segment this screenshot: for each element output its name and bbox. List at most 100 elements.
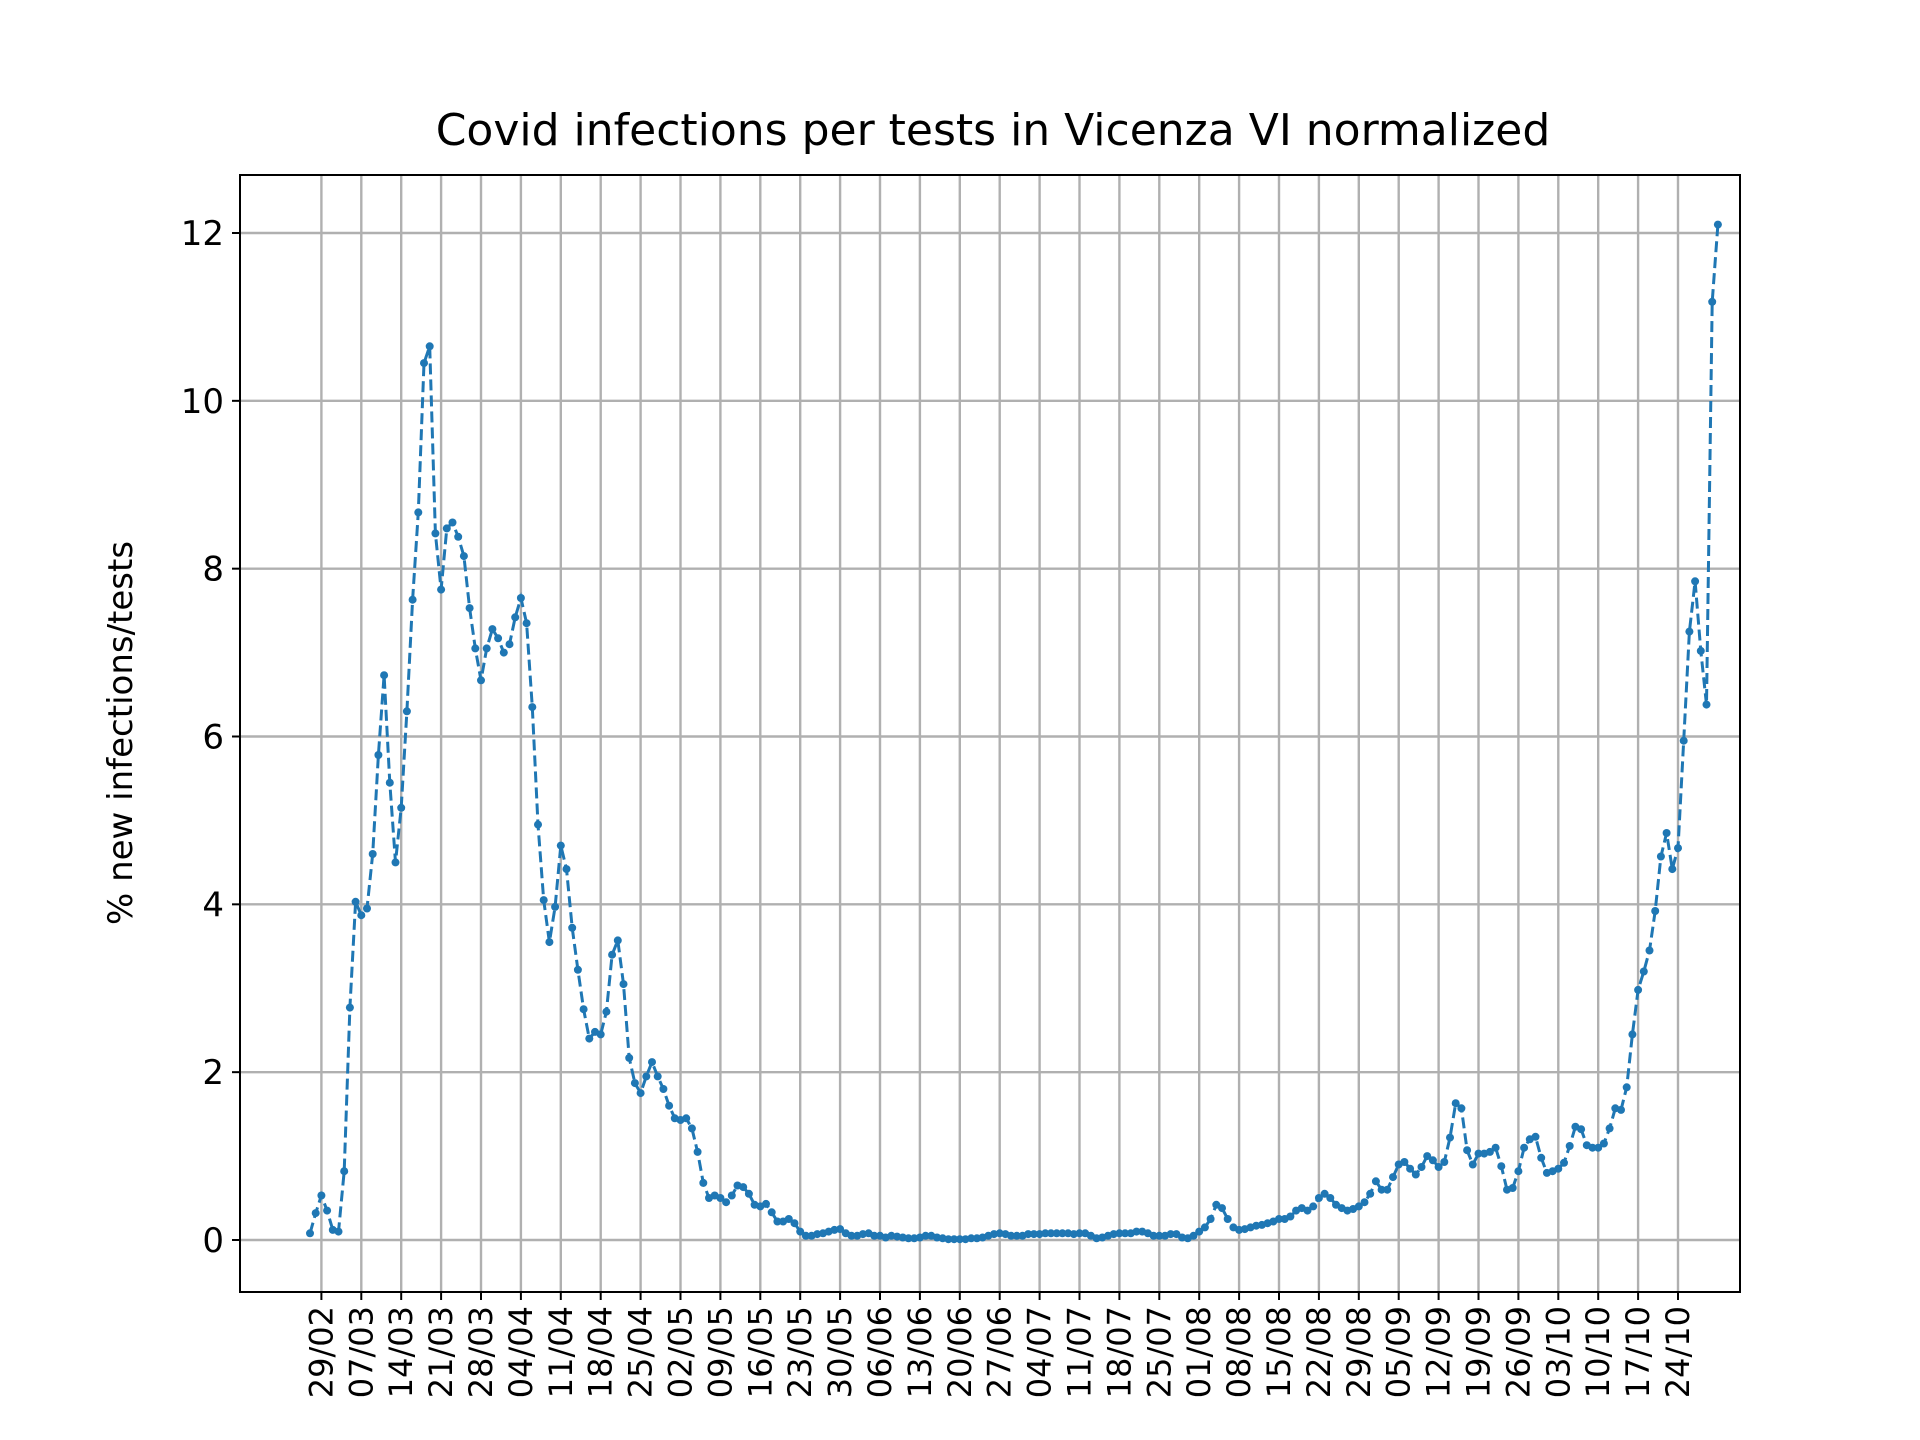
data-point — [630, 1079, 639, 1088]
data-point — [1309, 1202, 1318, 1211]
data-point — [323, 1206, 332, 1215]
x-tick-label: 04/04 — [502, 1306, 540, 1398]
data-point — [568, 923, 577, 932]
data-point — [573, 965, 582, 974]
x-tick-label: 26/09 — [1499, 1306, 1537, 1398]
data-point — [448, 518, 457, 527]
y-tick-label: 8 — [202, 550, 224, 590]
data-point — [1599, 1139, 1608, 1148]
data-point — [1075, 1229, 1084, 1238]
data-point — [334, 1227, 343, 1236]
data-point — [1628, 1030, 1637, 1039]
x-tick-label: 25/04 — [622, 1306, 660, 1398]
data-point — [1371, 1177, 1380, 1186]
data-point — [340, 1167, 349, 1176]
data-point — [1565, 1142, 1574, 1150]
data-point — [357, 911, 366, 920]
data-point — [1166, 1230, 1175, 1239]
data-point — [1007, 1231, 1016, 1240]
x-tick-label: 17/10 — [1619, 1306, 1657, 1398]
data-point — [482, 644, 491, 653]
data-point — [345, 1003, 354, 1012]
data-point — [1497, 1162, 1506, 1171]
data-point — [1440, 1158, 1449, 1166]
data-point — [1383, 1185, 1392, 1194]
data-point — [596, 1030, 605, 1039]
data-point — [1029, 1230, 1038, 1239]
data-point — [1132, 1227, 1141, 1236]
data-point — [1052, 1229, 1061, 1238]
data-point — [602, 1007, 611, 1016]
data-point — [687, 1124, 696, 1133]
x-tick-label: 14/03 — [382, 1306, 420, 1398]
data-point — [1406, 1164, 1415, 1173]
data-point — [1691, 577, 1700, 586]
x-tick-label: 28/03 — [462, 1306, 500, 1398]
data-point — [636, 1089, 645, 1098]
data-point — [579, 1005, 588, 1014]
data-point — [665, 1101, 674, 1110]
data-point — [391, 858, 400, 867]
data-point — [1206, 1215, 1215, 1223]
x-tick-label: 24/10 — [1659, 1306, 1697, 1398]
data-point — [1058, 1229, 1067, 1238]
data-point — [1554, 1164, 1563, 1173]
data-point — [306, 1229, 314, 1238]
data-point — [1634, 985, 1643, 994]
data-point — [551, 902, 560, 911]
x-tick-label: 19/09 — [1460, 1306, 1498, 1398]
data-point — [585, 1034, 594, 1043]
data-point — [368, 850, 377, 858]
data-point — [516, 594, 525, 602]
x-tick-label: 10/10 — [1579, 1306, 1617, 1398]
data-point — [471, 644, 480, 653]
data-point — [955, 1235, 964, 1244]
data-point — [1223, 1215, 1232, 1223]
x-tick-label: 23/05 — [781, 1306, 819, 1398]
x-tick-label: 13/06 — [901, 1306, 939, 1398]
data-point — [1155, 1231, 1164, 1240]
data-point — [539, 896, 548, 905]
data-point — [1491, 1143, 1500, 1152]
data-point — [1417, 1163, 1426, 1171]
data-point — [1531, 1132, 1540, 1141]
data-point — [1708, 297, 1717, 306]
data-point — [311, 1209, 320, 1218]
data-point — [722, 1198, 731, 1207]
data-point — [653, 1072, 662, 1081]
x-tick-label: 21/03 — [422, 1306, 460, 1398]
data-point — [522, 619, 531, 628]
data-point — [1012, 1231, 1021, 1240]
data-point — [625, 1053, 634, 1062]
data-point — [1457, 1104, 1466, 1113]
data-point — [437, 585, 446, 594]
y-tick-label: 6 — [202, 718, 224, 758]
data-point — [442, 524, 451, 533]
data-point — [1354, 1202, 1363, 1211]
data-point — [1577, 1125, 1586, 1134]
y-axis-label: % new infections/tests — [101, 541, 141, 925]
x-tick-label: 06/06 — [861, 1306, 899, 1398]
data-point — [1411, 1170, 1420, 1179]
data-point — [1286, 1212, 1295, 1221]
x-tick-label: 02/05 — [662, 1306, 700, 1398]
y-tick-label: 0 — [202, 1221, 224, 1261]
data-point — [967, 1234, 976, 1243]
data-point — [477, 676, 485, 685]
data-point — [1662, 829, 1671, 837]
data-point — [351, 897, 360, 906]
data-point — [659, 1085, 668, 1093]
x-tick-label: 11/07 — [1061, 1306, 1099, 1398]
chart-title: Covid infections per tests in Vicenza VI… — [436, 105, 1551, 156]
data-point — [1639, 967, 1648, 976]
data-point — [1656, 852, 1665, 861]
data-point — [397, 803, 406, 812]
data-point — [454, 532, 463, 541]
data-point — [1326, 1194, 1335, 1202]
data-point — [767, 1208, 776, 1217]
data-point — [385, 778, 394, 787]
data-point — [950, 1235, 959, 1244]
y-tick-label: 12 — [181, 214, 224, 254]
y-tick-label: 4 — [202, 885, 224, 925]
data-point — [1115, 1229, 1124, 1238]
